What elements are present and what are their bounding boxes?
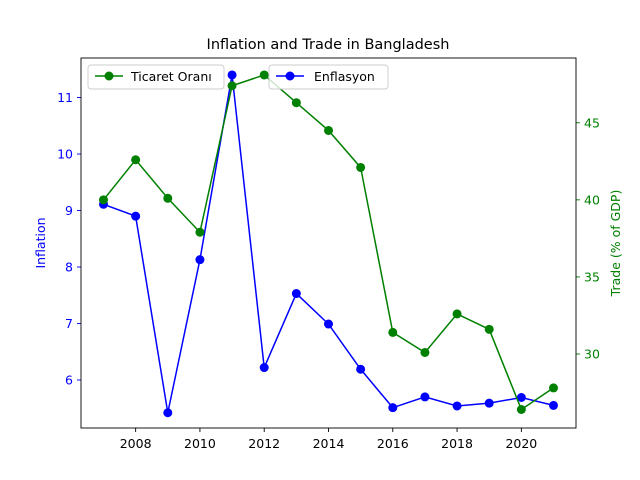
right-tick-label: 45 <box>584 115 600 130</box>
left-tick-label: 6 <box>65 372 73 387</box>
legend-trade-label: Ticaret Oranı <box>130 69 212 84</box>
x-tick-label: 2010 <box>184 436 216 451</box>
right-tick-label: 35 <box>584 269 600 284</box>
data-point <box>549 400 558 410</box>
data-point <box>195 227 205 237</box>
x-tick-label: 2014 <box>313 436 345 451</box>
data-point <box>131 211 141 221</box>
right-tick-label: 40 <box>584 192 600 207</box>
left-tick-label: 8 <box>65 260 73 275</box>
series-line <box>102 74 554 411</box>
legend-inflation-label: Enflasyon <box>314 69 375 84</box>
data-point <box>388 403 398 413</box>
data-point <box>324 125 333 135</box>
data-point <box>516 405 526 414</box>
legend-inflation-marker <box>285 71 295 81</box>
data-point <box>484 324 494 334</box>
plot-area <box>99 70 558 418</box>
left-tick-label: 11 <box>57 90 73 105</box>
left-tick-label: 7 <box>65 316 73 331</box>
x-tick-label: 2018 <box>441 436 473 451</box>
x-tick-label: 2020 <box>505 436 537 451</box>
data-point <box>131 155 141 165</box>
data-point <box>99 195 108 205</box>
right-axis-label: Trade (% of GDP) <box>608 190 623 298</box>
series-trade <box>99 70 558 414</box>
right-axis-ticks: 30 35 40 45 <box>576 115 600 362</box>
left-tick-label: 9 <box>65 203 73 218</box>
data-point <box>163 193 173 203</box>
left-tick-label: 10 <box>57 147 73 162</box>
legend-inflation: Enflasyon <box>268 64 389 90</box>
data-point <box>356 162 366 172</box>
data-point <box>549 383 558 393</box>
x-tick-label: 2008 <box>120 436 152 451</box>
series-inflation <box>99 70 558 418</box>
data-point <box>452 401 462 411</box>
x-tick-label: 2016 <box>377 436 409 451</box>
legend-trade-box <box>87 64 225 90</box>
data-point <box>227 70 237 80</box>
data-point <box>291 98 301 108</box>
legend-trade: Ticaret Oranı <box>87 64 225 90</box>
data-point <box>356 364 366 374</box>
left-axis-label: Inflation <box>33 217 48 268</box>
data-point <box>452 309 462 319</box>
data-point <box>420 347 430 357</box>
legend-trade-marker <box>104 71 114 81</box>
data-point <box>163 408 173 418</box>
data-point <box>484 398 494 408</box>
data-point <box>324 319 333 329</box>
data-point <box>259 363 269 373</box>
data-point <box>259 70 269 80</box>
legend-inflation-box <box>268 64 389 90</box>
x-axis-ticks: 2008 2010 2012 2014 2016 2018 2020 <box>120 428 537 451</box>
series-line <box>103 74 554 413</box>
data-point <box>388 327 398 337</box>
data-point <box>195 255 205 265</box>
plot-frame <box>80 57 577 429</box>
chart-title: Inflation and Trade in Bangladesh <box>207 37 450 53</box>
data-point <box>291 289 301 299</box>
right-tick-label: 30 <box>584 347 600 362</box>
data-point <box>227 81 237 91</box>
data-point <box>516 392 526 402</box>
data-point <box>420 392 430 402</box>
left-axis-ticks: 6 7 8 9 10 11 <box>57 90 81 387</box>
x-tick-label: 2012 <box>248 436 280 451</box>
